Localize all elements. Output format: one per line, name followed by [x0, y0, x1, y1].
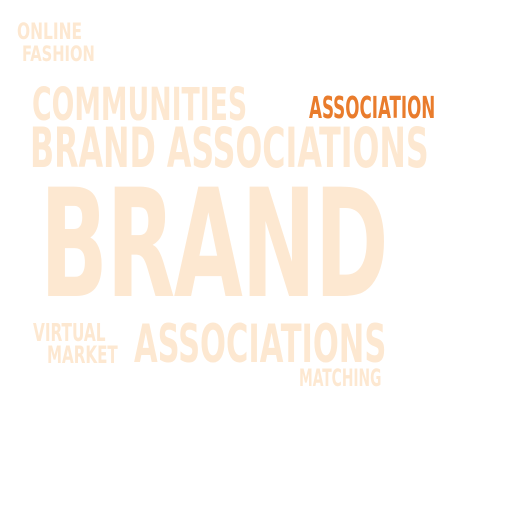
word-virtual: VIRTUAL	[33, 318, 106, 347]
word-matching: MATCHING	[299, 364, 382, 392]
word-online: ONLINE	[17, 20, 83, 45]
word-association: ASSOCIATION	[309, 91, 436, 126]
word-brand-associations: BRAND ASSOCIATIONS	[30, 116, 429, 180]
word-fashion: FASHION	[22, 42, 95, 66]
word-associations: ASSOCIATIONS	[134, 314, 387, 375]
word-communities: COMMUNITIES	[32, 78, 248, 131]
word-market: MARKET	[47, 341, 118, 369]
word-brand: BRAND	[40, 158, 389, 332]
